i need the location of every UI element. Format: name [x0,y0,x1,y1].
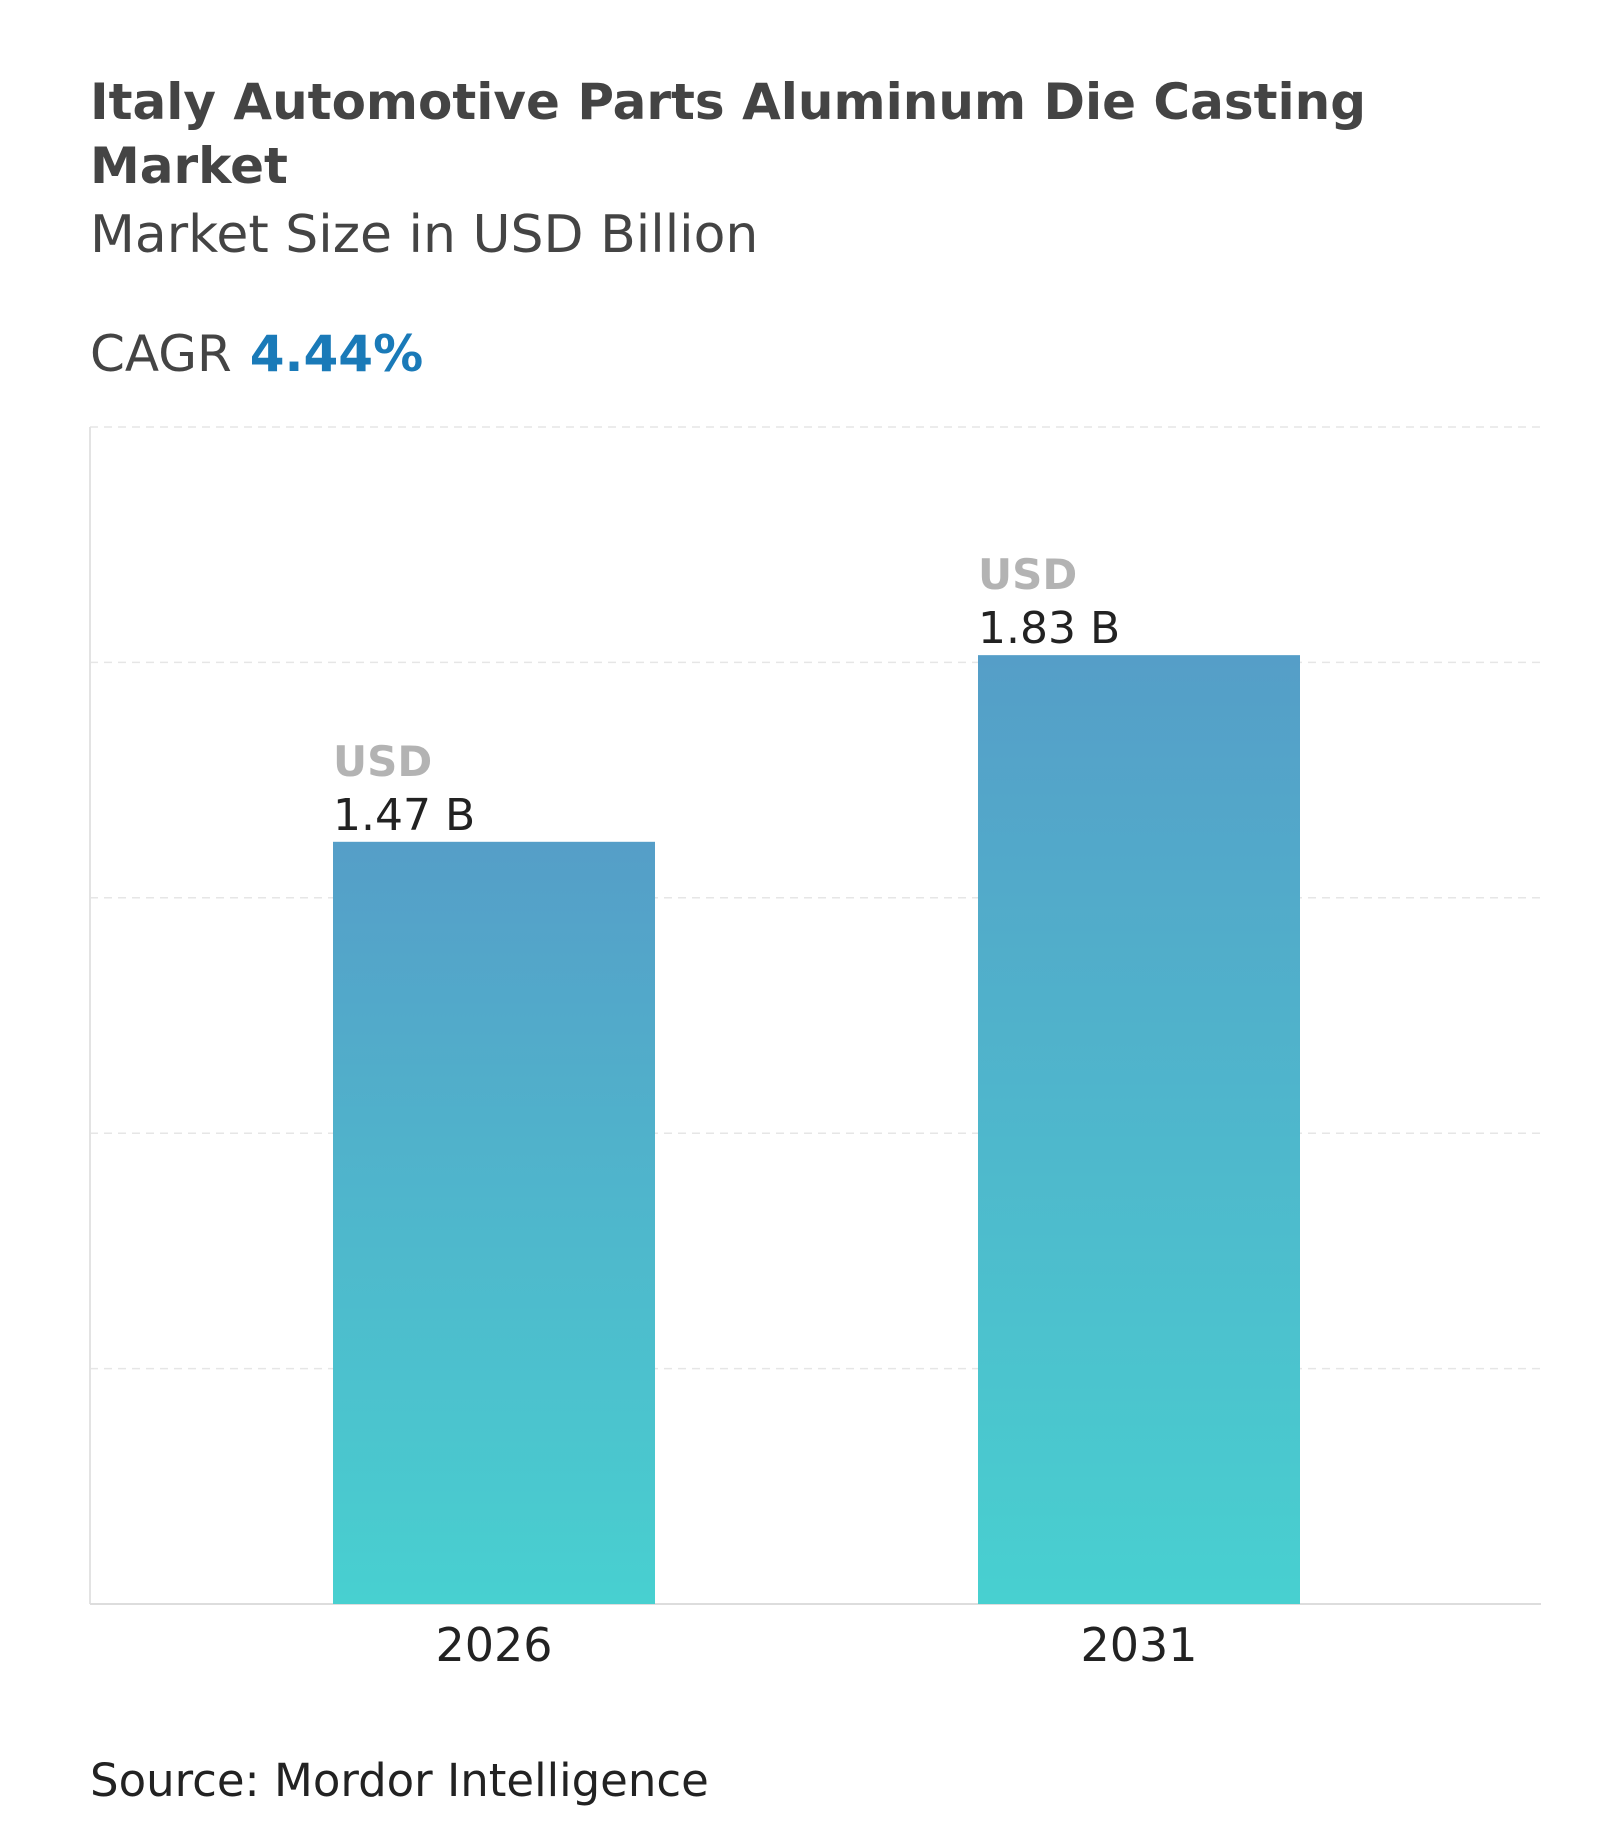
source: Source: Mordor Intelligence [90,1754,709,1807]
bar [333,841,655,1604]
cagr-label: CAGR [90,325,232,383]
value-label: 1.47 B [333,790,475,841]
x-tick-label: 2026 [435,1618,552,1672]
cagr-value: 4.44% [249,325,424,383]
chart-title: Italy Automotive Parts Aluminum Die Cast… [90,73,1367,195]
chart-subtitle: Market Size in USD Billion [90,205,759,265]
x-tick-label: 2031 [1080,1618,1197,1672]
cagr: CAGR 4.44% [90,325,423,383]
value-prefix: USD [978,550,1077,599]
value-prefix: USD [333,737,432,786]
value-label: 1.83 B [978,603,1120,654]
bar [978,655,1300,1604]
